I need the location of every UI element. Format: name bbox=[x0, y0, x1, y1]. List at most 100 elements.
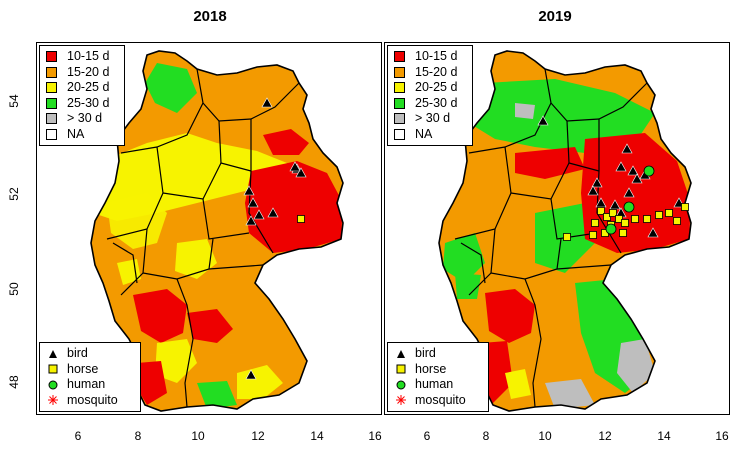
bird-case-marker bbox=[253, 209, 265, 220]
class-label: 20-25 d bbox=[67, 80, 110, 94]
class-label: 15-20 d bbox=[415, 64, 458, 79]
class-label: 20-25 d bbox=[415, 80, 458, 94]
x-tick-label: 12 bbox=[598, 429, 612, 443]
class-label: 15-20 d bbox=[67, 64, 110, 79]
class-swatch bbox=[46, 128, 57, 140]
horse-case-marker bbox=[631, 215, 639, 223]
bird-case-marker bbox=[591, 177, 603, 188]
map-panel-2018: 10-15 d 15-20 d 20-25 d 25-30 d > 30 d N… bbox=[36, 42, 382, 415]
horse-case-marker bbox=[563, 233, 571, 241]
class-swatch bbox=[394, 128, 405, 140]
state-borders bbox=[106, 68, 300, 408]
horse-case-marker bbox=[621, 219, 629, 227]
case-legend-2018: bird horse human mosquito bbox=[39, 342, 141, 412]
case-label: mosquito bbox=[67, 392, 118, 407]
horse-case-marker bbox=[591, 219, 599, 227]
bird-case-marker bbox=[247, 197, 259, 208]
panel-title-2018: 2018 bbox=[193, 8, 227, 25]
bird-case-marker bbox=[243, 185, 255, 196]
class-swatch bbox=[394, 66, 405, 78]
case-label: mosquito bbox=[415, 392, 466, 407]
case-label: bird bbox=[67, 346, 88, 360]
triangle-icon bbox=[46, 348, 60, 360]
state-borders bbox=[454, 68, 648, 408]
bird-case-marker bbox=[595, 197, 607, 208]
case-label: horse bbox=[67, 361, 99, 376]
class-label: NA bbox=[415, 126, 433, 141]
x-tick-label: 14 bbox=[310, 429, 324, 443]
bird-case-marker bbox=[621, 143, 633, 154]
x-tick-label: 16 bbox=[715, 429, 729, 443]
horse-case-marker bbox=[609, 209, 617, 217]
bird-case-marker bbox=[615, 161, 627, 172]
bird-case-marker bbox=[627, 165, 639, 176]
triangle-icon bbox=[394, 348, 408, 360]
x-tick-label: 14 bbox=[657, 429, 671, 443]
x-tick-label: 16 bbox=[368, 429, 382, 443]
asterisk-icon bbox=[394, 394, 408, 406]
horse-case-marker bbox=[597, 207, 605, 215]
x-tick-label: 8 bbox=[134, 429, 142, 443]
class-label: 25-30 d bbox=[67, 95, 110, 110]
case-legend-2019: bird horse human mosquito bbox=[387, 342, 489, 412]
horse-case-marker bbox=[615, 215, 623, 223]
y-tick-label: 52 bbox=[7, 187, 21, 201]
human-case-marker bbox=[643, 165, 655, 177]
bird-case-marker bbox=[587, 185, 599, 196]
bird-case-marker bbox=[245, 369, 257, 380]
duration-legend-2019: 10-15 d 15-20 d 20-25 d 25-30 d > 30 d N… bbox=[387, 45, 473, 146]
bird-case-marker bbox=[245, 215, 257, 226]
case-label: bird bbox=[415, 346, 436, 360]
bird-case-marker bbox=[289, 161, 301, 172]
class-label: 10-15 d bbox=[415, 49, 458, 63]
germany-outline bbox=[90, 50, 344, 412]
y-tick-label: 54 bbox=[7, 94, 21, 108]
x-tick-label: 6 bbox=[423, 429, 431, 443]
bird-case-marker bbox=[295, 167, 307, 178]
class-label: > 30 d bbox=[67, 111, 103, 125]
bird-case-marker bbox=[261, 97, 273, 108]
x-tick-label: 12 bbox=[251, 429, 265, 443]
bird-case-marker bbox=[631, 173, 643, 184]
class-swatch bbox=[394, 82, 405, 94]
human-case-marker bbox=[623, 201, 635, 213]
class-swatch bbox=[46, 113, 57, 125]
horse-case-marker bbox=[665, 209, 673, 217]
class-swatch bbox=[394, 97, 405, 109]
human-case-marker bbox=[605, 223, 617, 235]
class-swatch bbox=[46, 82, 57, 94]
x-tick-label: 10 bbox=[538, 429, 552, 443]
bird-case-marker bbox=[267, 207, 279, 218]
bird-case-marker bbox=[537, 115, 549, 126]
class-label: 25-30 d bbox=[415, 95, 458, 110]
circle-icon bbox=[394, 379, 408, 391]
horse-case-marker bbox=[673, 217, 681, 225]
bird-case-marker bbox=[647, 227, 659, 238]
horse-case-marker bbox=[589, 231, 597, 239]
asterisk-icon bbox=[46, 394, 60, 406]
bird-case-marker bbox=[623, 187, 635, 198]
y-tick-label: 50 bbox=[7, 282, 21, 296]
x-tick-label: 8 bbox=[482, 429, 490, 443]
horse-case-marker bbox=[297, 215, 305, 223]
case-label: human bbox=[67, 377, 106, 391]
horse-case-marker bbox=[681, 203, 689, 211]
case-label: horse bbox=[415, 361, 447, 376]
horse-case-marker bbox=[643, 215, 651, 223]
class-label: > 30 d bbox=[415, 111, 451, 125]
class-swatch bbox=[46, 66, 57, 78]
square-icon bbox=[394, 363, 408, 375]
x-tick-label: 6 bbox=[74, 429, 82, 443]
class-swatch bbox=[394, 51, 405, 63]
duration-legend-2018: 10-15 d 15-20 d 20-25 d 25-30 d > 30 d N… bbox=[39, 45, 125, 146]
y-tick-label: 48 bbox=[7, 375, 21, 389]
horse-case-marker bbox=[619, 229, 627, 237]
x-tick-label: 10 bbox=[191, 429, 205, 443]
horse-case-marker bbox=[655, 211, 663, 219]
class-swatch bbox=[46, 97, 57, 109]
horse-case-marker bbox=[603, 213, 611, 221]
class-label: 10-15 d bbox=[67, 49, 110, 63]
circle-icon bbox=[46, 379, 60, 391]
class-swatch bbox=[46, 51, 57, 63]
map-panel-2019: 10-15 d 15-20 d 20-25 d 25-30 d > 30 d N… bbox=[384, 42, 730, 415]
